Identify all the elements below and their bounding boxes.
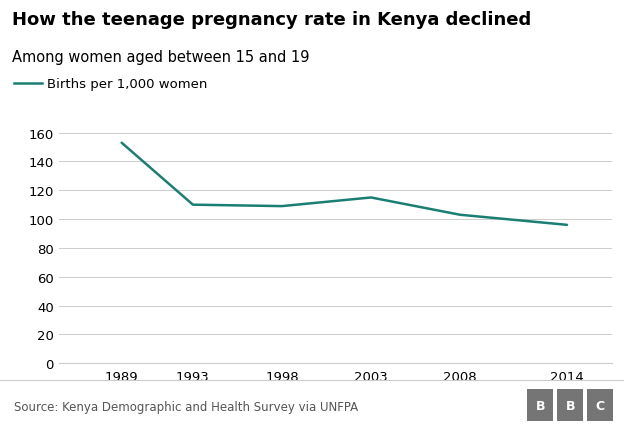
Text: How the teenage pregnancy rate in Kenya declined: How the teenage pregnancy rate in Kenya … <box>12 11 532 29</box>
Text: Births per 1,000 women: Births per 1,000 women <box>47 77 208 90</box>
Text: B: B <box>565 399 575 412</box>
Text: Among women aged between 15 and 19: Among women aged between 15 and 19 <box>12 49 310 64</box>
Text: B: B <box>535 399 545 412</box>
Text: C: C <box>596 399 605 412</box>
Text: Source: Kenya Demographic and Health Survey via UNFPA: Source: Kenya Demographic and Health Sur… <box>14 400 358 413</box>
